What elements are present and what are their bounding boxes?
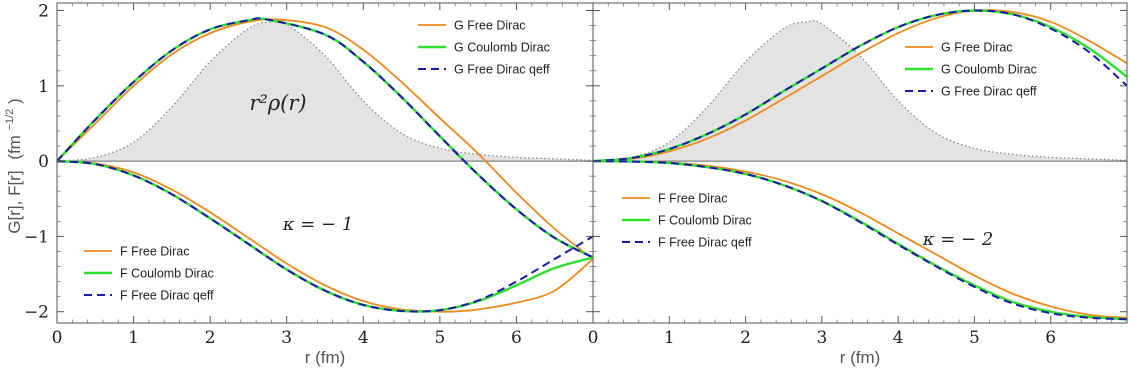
- legend-label: F Free Dirac qeff: [120, 289, 214, 303]
- series-line-g-free-dirac-qeff: [593, 9, 1127, 163]
- series-line-f-free-dirac-qeff: [57, 160, 593, 313]
- legend-g: G Free Dirac G Coulomb Dirac G Free Dirac …: [418, 19, 550, 77]
- series-line-g-free-dirac-qeff: [57, 17, 593, 259]
- legend-label: F Free Dirac: [120, 245, 189, 259]
- panel-2-plot-area: [593, 9, 1127, 321]
- y-tick-label: 0: [38, 152, 49, 172]
- x-tick-label: 2: [740, 328, 751, 348]
- panel-2: 0 1 2 3 4 5 6 r (fm) G Free Dirac G Coulomb Dirac…: [588, 2, 1128, 367]
- x-tick-label: 4: [893, 328, 904, 348]
- y-axis: −2 −1 0 1 2: [24, 2, 49, 323]
- x-tick-label: 4: [358, 328, 369, 348]
- x-tick-label: 3: [281, 328, 292, 348]
- x-tick-label: 5: [969, 328, 980, 348]
- series-line-f-free-dirac-qeff: [593, 160, 1127, 321]
- y-axis-title-main: G[r], F[r]: [5, 170, 24, 233]
- panel-1: 0 1 2 3 4 5 6 r (fm) G Free Dirac G Coulomb Dirac…: [52, 2, 594, 367]
- y-tick-label: 2: [38, 2, 49, 22]
- legend-f: F Free Dirac F Coulomb Dirac F Free Dirac …: [84, 245, 214, 303]
- legend-label: G Free Dirac qeff: [454, 63, 550, 77]
- legend-f: F Free Dirac F Coulomb Dirac F Free Dirac …: [622, 192, 752, 250]
- panel-1-plot-area: [57, 17, 593, 313]
- density-annotation: r²ρ(r): [249, 91, 306, 115]
- legend-label: F Coulomb Dirac: [120, 267, 214, 281]
- x-tick-label: 3: [816, 328, 827, 348]
- y-axis-title: G[r], F[r] (fm −1/2 ): [0, 98, 24, 233]
- x-tick-label: 1: [128, 328, 139, 348]
- series-line-g-free-dirac: [593, 9, 1127, 163]
- legend-label: G Free Dirac: [941, 41, 1013, 55]
- y-axis-title-exponent: −1/2: [4, 109, 16, 131]
- x-tick-label: 5: [434, 328, 445, 348]
- legend-label: F Free Dirac qeff: [658, 236, 752, 250]
- x-tick-label: 6: [511, 328, 522, 348]
- y-tick-label: 1: [38, 77, 49, 97]
- density-fill: [57, 20, 593, 162]
- y-axis-title-unit-open: (fm: [5, 135, 24, 160]
- density-curve: [57, 19, 593, 162]
- series-line-f-free-dirac: [57, 160, 593, 313]
- panels-layer: 0 1 2 3 4 5 6 r (fm) G Free Dirac G Coulomb Dirac…: [52, 2, 1128, 367]
- legend-label: G Coulomb Dirac: [941, 63, 1037, 77]
- legend-label: F Coulomb Dirac: [658, 214, 752, 228]
- y-tick-label: −2: [24, 303, 49, 323]
- legend-label: F Free Dirac: [658, 192, 727, 206]
- density-curve: [593, 19, 1127, 162]
- kappa-annotation: κ = − 1: [282, 214, 354, 235]
- x-tick-label: 6: [1045, 328, 1056, 348]
- x-axis-title: r (fm): [840, 348, 881, 367]
- series-line-g-free-dirac: [57, 18, 593, 260]
- y-axis-title-unit-close: ): [5, 98, 24, 104]
- x-tick-label: 1: [664, 328, 675, 348]
- y-tick-label: −1: [24, 227, 49, 247]
- legend-label: G Free Dirac: [454, 19, 526, 33]
- x-axis-title: r (fm): [305, 348, 346, 367]
- panel-2-frame: [592, 2, 1128, 324]
- legend-g: G Free Dirac G Coulomb Dirac G Free Dirac …: [905, 41, 1037, 99]
- legend-label: G Coulomb Dirac: [454, 41, 550, 55]
- x-tick-label: 0: [52, 328, 63, 348]
- x-tick-label: 0: [588, 328, 599, 348]
- legend-label: G Free Dirac qeff: [941, 85, 1037, 99]
- kappa-annotation: κ = − 2: [922, 229, 994, 250]
- x-tick-label: 2: [205, 328, 216, 348]
